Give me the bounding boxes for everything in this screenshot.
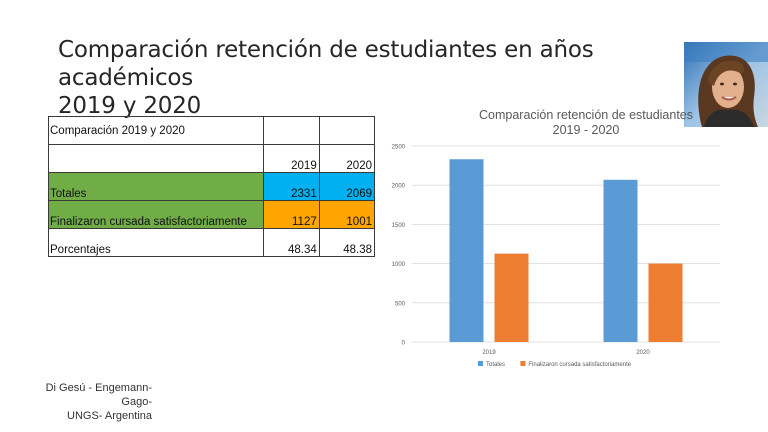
y-tick-label: 1500	[392, 223, 406, 229]
bar-chart-svg: Comparación retención de estudiantes 201…	[392, 108, 720, 368]
bar-chart: Comparación retención de estudiantes 201…	[380, 100, 740, 380]
chart-title-line1: Comparación retención de estudiantes	[479, 108, 693, 122]
year-header-2020: 2020	[318, 144, 376, 173]
finalizaron-2019: 1127	[263, 200, 320, 229]
y-tick-label: 1000	[392, 262, 406, 268]
y-tick-label: 0	[402, 341, 406, 347]
row-label-porcentajes: Porcentajes	[47, 228, 265, 257]
legend-swatch	[520, 361, 526, 366]
y-tick-label: 500	[395, 301, 406, 307]
x-tick-label: 2019	[482, 350, 496, 356]
table-row: Totales 2331 2069	[47, 172, 376, 201]
legend-label: Totales	[486, 362, 505, 368]
table-cell	[47, 144, 265, 173]
presenter-photo	[684, 42, 768, 127]
author-line3: UNGS- Argentina	[67, 410, 152, 422]
finalizaron-2020: 1001	[318, 200, 376, 229]
table-row: Finalizaron cursada satisfactoriamente 1…	[47, 200, 376, 229]
author-line2: Gago-	[121, 396, 152, 408]
slide-title-line1: Comparación retención de estudiantes en …	[58, 37, 594, 91]
table-cell	[263, 116, 320, 145]
slide-title: Comparación retención de estudiantes en …	[58, 36, 678, 120]
legend-label: Finalizaron cursada satisfactoriamente	[528, 362, 631, 368]
y-tick-label: 2500	[392, 145, 406, 151]
table-caption-row: Comparación 2019 y 2020	[47, 116, 376, 145]
table-cell	[318, 116, 376, 145]
x-tick-label: 2020	[636, 350, 650, 356]
presenter-photo-image	[684, 42, 768, 127]
porcentajes-2020: 48.38	[318, 228, 376, 257]
legend-swatch	[478, 361, 483, 366]
bar-finalizaron-2019	[494, 253, 529, 342]
row-label-finalizaron: Finalizaron cursada satisfactoriamente	[47, 200, 265, 229]
comparison-table: Comparación 2019 y 2020 2019 2020 Totale…	[47, 116, 376, 257]
table-row: Porcentajes 48.34 48.38	[47, 228, 376, 257]
bar-totales-2019	[449, 159, 484, 342]
totales-2020: 2069	[318, 172, 376, 201]
bar-finalizaron-2020	[648, 263, 683, 342]
totales-2019: 2331	[263, 172, 320, 201]
y-tick-label: 2000	[392, 184, 406, 190]
author-credit: Di Gesú - Engemann- Gago- UNGS- Argentin…	[40, 381, 152, 423]
table-caption: Comparación 2019 y 2020	[47, 116, 265, 145]
chart-title-line2: 2019 - 2020	[553, 123, 620, 137]
bar-totales-2020	[603, 179, 638, 342]
slide-title-line2: 2019 y 2020	[58, 93, 202, 119]
author-line1: Di Gesú - Engemann-	[45, 382, 152, 394]
year-header-2019: 2019	[263, 144, 320, 173]
porcentajes-2019: 48.34	[263, 228, 320, 257]
table-header-row: 2019 2020	[47, 144, 376, 173]
row-label-totales: Totales	[47, 172, 265, 201]
